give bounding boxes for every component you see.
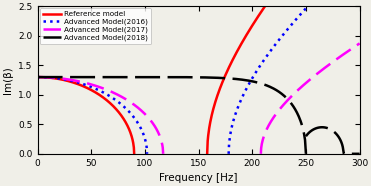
Advanced Model(2017) bbox=[161, 153, 165, 155]
Advanced Model(2018) bbox=[304, 153, 308, 155]
Advanced Model(2018) bbox=[262, 83, 266, 86]
Advanced Model(2018) bbox=[279, 92, 283, 94]
Line: Advanced Model(2016): Advanced Model(2016) bbox=[37, 77, 147, 154]
Reference model bbox=[123, 120, 127, 123]
Advanced Model(2017) bbox=[110, 91, 114, 93]
Advanced Model(2018) bbox=[35, 76, 40, 78]
Legend: Reference model, Advanced Model(2016), Advanced Model(2017), Advanced Model(2018: Reference model, Advanced Model(2016), A… bbox=[40, 8, 151, 44]
Advanced Model(2017) bbox=[35, 76, 40, 78]
Reference model bbox=[92, 91, 97, 93]
Advanced Model(2018) bbox=[194, 76, 198, 78]
Reference model bbox=[35, 76, 40, 78]
Advanced Model(2018) bbox=[195, 76, 200, 78]
X-axis label: Frequency [Hz]: Frequency [Hz] bbox=[159, 173, 238, 183]
Advanced Model(2018) bbox=[36, 76, 41, 78]
Advanced Model(2017) bbox=[112, 92, 116, 94]
Reference model bbox=[36, 76, 40, 78]
Reference model bbox=[132, 153, 137, 155]
Advanced Model(2017) bbox=[149, 120, 154, 123]
Advanced Model(2017) bbox=[36, 76, 40, 78]
Line: Advanced Model(2018): Advanced Model(2018) bbox=[37, 77, 306, 154]
Advanced Model(2016) bbox=[128, 111, 132, 114]
Advanced Model(2016) bbox=[145, 153, 149, 155]
Line: Reference model: Reference model bbox=[37, 77, 134, 154]
Reference model bbox=[93, 91, 97, 93]
Y-axis label: Im(β): Im(β) bbox=[3, 66, 13, 94]
Reference model bbox=[95, 92, 99, 94]
Advanced Model(2016) bbox=[36, 76, 40, 78]
Advanced Model(2017) bbox=[141, 111, 146, 114]
Reference model bbox=[117, 111, 121, 114]
Advanced Model(2017) bbox=[110, 91, 115, 93]
Advanced Model(2016) bbox=[100, 91, 105, 93]
Advanced Model(2016) bbox=[102, 92, 107, 94]
Advanced Model(2016) bbox=[35, 76, 40, 78]
Advanced Model(2016) bbox=[135, 120, 139, 123]
Advanced Model(2018) bbox=[200, 76, 204, 78]
Advanced Model(2016) bbox=[101, 91, 105, 93]
Line: Advanced Model(2017): Advanced Model(2017) bbox=[37, 77, 163, 154]
